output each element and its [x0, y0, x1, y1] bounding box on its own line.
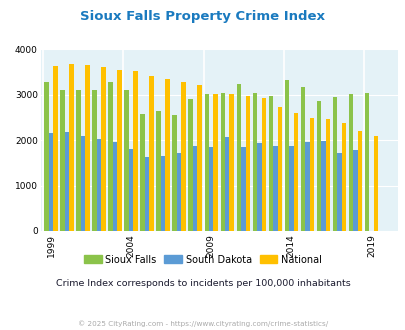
Bar — [53, 66, 58, 231]
Bar — [341, 123, 345, 231]
Bar — [177, 153, 181, 231]
Bar — [81, 136, 85, 231]
Bar — [145, 156, 149, 231]
Bar — [172, 115, 177, 231]
Bar — [133, 71, 138, 231]
Bar — [213, 94, 217, 231]
Bar — [229, 94, 233, 231]
Bar — [149, 76, 153, 231]
Bar — [128, 149, 133, 231]
Bar — [352, 150, 357, 231]
Bar — [236, 84, 241, 231]
Bar — [316, 101, 320, 231]
Bar — [181, 82, 185, 231]
Bar — [117, 70, 121, 231]
Bar — [300, 87, 305, 231]
Bar — [224, 137, 229, 231]
Bar — [44, 82, 49, 231]
Bar — [69, 64, 74, 231]
Bar — [241, 147, 245, 231]
Bar — [156, 111, 160, 231]
Bar — [277, 107, 281, 231]
Bar — [65, 132, 69, 231]
Bar — [268, 96, 273, 231]
Bar — [49, 133, 53, 231]
Bar — [332, 97, 336, 231]
Bar — [101, 67, 106, 231]
Bar — [92, 90, 97, 231]
Bar — [256, 144, 261, 231]
Bar — [209, 147, 213, 231]
Bar — [288, 146, 293, 231]
Bar — [108, 82, 113, 231]
Bar — [357, 131, 361, 231]
Bar — [188, 98, 192, 231]
Bar — [197, 85, 201, 231]
Bar — [373, 136, 377, 231]
Bar — [140, 114, 145, 231]
Text: Crime Index corresponds to incidents per 100,000 inhabitants: Crime Index corresponds to incidents per… — [55, 279, 350, 288]
Bar — [336, 153, 341, 231]
Bar — [113, 142, 117, 231]
Bar — [192, 146, 197, 231]
Bar — [273, 146, 277, 231]
Bar — [85, 65, 90, 231]
Bar — [309, 117, 313, 231]
Bar — [284, 80, 288, 231]
Bar — [124, 90, 128, 231]
Bar — [305, 142, 309, 231]
Bar — [245, 96, 249, 231]
Bar — [364, 93, 368, 231]
Bar — [160, 156, 165, 231]
Bar — [348, 93, 352, 231]
Bar — [204, 93, 209, 231]
Bar — [76, 90, 81, 231]
Bar — [261, 98, 265, 231]
Bar — [320, 141, 325, 231]
Text: © 2025 CityRating.com - https://www.cityrating.com/crime-statistics/: © 2025 CityRating.com - https://www.city… — [78, 321, 327, 327]
Bar — [220, 93, 224, 231]
Text: Sioux Falls Property Crime Index: Sioux Falls Property Crime Index — [80, 10, 325, 23]
Legend: Sioux Falls, South Dakota, National: Sioux Falls, South Dakota, National — [80, 251, 325, 269]
Bar — [165, 79, 169, 231]
Bar — [325, 119, 329, 231]
Bar — [252, 93, 256, 231]
Bar — [293, 113, 297, 231]
Bar — [97, 139, 101, 231]
Bar — [60, 90, 65, 231]
